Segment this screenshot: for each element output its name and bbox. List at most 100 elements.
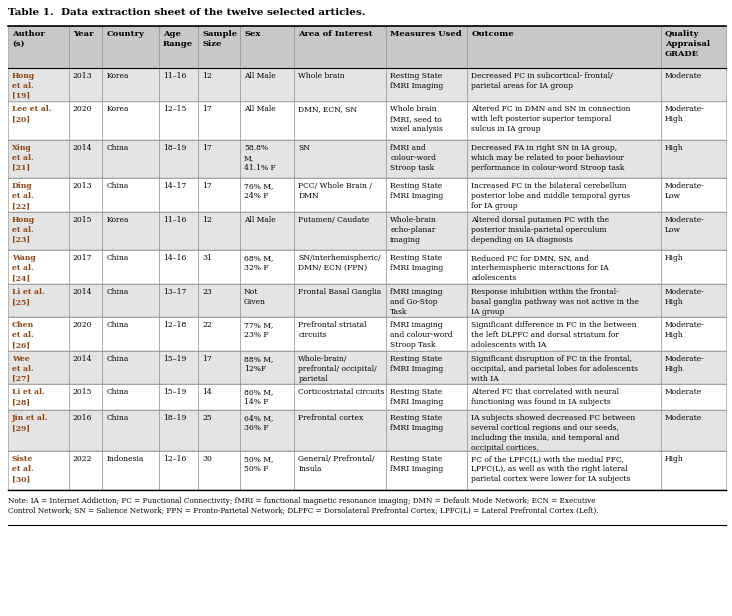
Bar bbox=[69, 212, 102, 251]
Text: 18–19: 18–19 bbox=[163, 144, 187, 152]
Text: 12: 12 bbox=[202, 216, 212, 224]
Bar bbox=[240, 251, 294, 284]
Bar bbox=[240, 452, 294, 490]
Text: High: High bbox=[665, 144, 684, 152]
Bar bbox=[8, 410, 69, 452]
Bar bbox=[198, 452, 240, 490]
Bar bbox=[294, 179, 386, 212]
Text: 2015: 2015 bbox=[73, 389, 92, 397]
Bar bbox=[8, 284, 69, 317]
Text: Indonesia: Indonesia bbox=[106, 455, 143, 463]
Bar bbox=[8, 452, 69, 490]
Text: 17: 17 bbox=[202, 182, 212, 190]
Bar bbox=[198, 26, 240, 68]
Bar bbox=[294, 317, 386, 351]
Text: 2013: 2013 bbox=[73, 72, 92, 80]
Bar bbox=[69, 384, 102, 410]
Bar bbox=[198, 102, 240, 140]
Bar bbox=[159, 384, 198, 410]
Bar bbox=[102, 284, 159, 317]
Text: Resting State
fMRI Imaging: Resting State fMRI Imaging bbox=[390, 182, 444, 200]
Bar bbox=[159, 212, 198, 251]
Text: Putamen/ Caudate: Putamen/ Caudate bbox=[299, 216, 370, 224]
Bar bbox=[294, 410, 386, 452]
Text: Age
Range: Age Range bbox=[163, 30, 193, 48]
Text: All Male: All Male bbox=[244, 105, 276, 113]
Text: 64% M,
36% F: 64% M, 36% F bbox=[244, 415, 274, 432]
Bar bbox=[661, 179, 726, 212]
Text: Resting State
fMRI Imaging: Resting State fMRI Imaging bbox=[390, 455, 444, 473]
Bar bbox=[467, 179, 661, 212]
Text: Prefrontal striatal
circuits: Prefrontal striatal circuits bbox=[299, 322, 367, 339]
Bar bbox=[159, 251, 198, 284]
Text: Quality
Appraisal
GRADE: Quality Appraisal GRADE bbox=[665, 30, 710, 58]
Bar bbox=[69, 140, 102, 179]
Bar bbox=[661, 251, 726, 284]
Bar bbox=[102, 317, 159, 351]
Text: fMRI imaging
and colour-word
Stroop Task: fMRI imaging and colour-word Stroop Task bbox=[390, 322, 453, 349]
Bar bbox=[240, 410, 294, 452]
Text: Prefrontal cortex: Prefrontal cortex bbox=[299, 415, 364, 423]
Bar bbox=[159, 102, 198, 140]
Text: 12–18: 12–18 bbox=[163, 322, 187, 330]
Bar bbox=[386, 284, 467, 317]
Text: Whole brain: Whole brain bbox=[299, 72, 345, 80]
Bar bbox=[102, 410, 159, 452]
Text: Wang
et al.
[24]: Wang et al. [24] bbox=[12, 254, 36, 282]
Text: 22: 22 bbox=[202, 322, 212, 330]
Text: 2014: 2014 bbox=[73, 355, 92, 363]
Text: Li et al.
[25]: Li et al. [25] bbox=[12, 288, 45, 306]
Text: 77% M,
23% F: 77% M, 23% F bbox=[244, 322, 274, 339]
Text: China: China bbox=[106, 389, 129, 397]
Bar bbox=[240, 179, 294, 212]
Text: Moderate: Moderate bbox=[665, 415, 702, 423]
Bar bbox=[386, 452, 467, 490]
Text: 88% M,
12%F: 88% M, 12%F bbox=[244, 355, 274, 373]
Text: fMRI and
colour-word
Stroop task: fMRI and colour-word Stroop task bbox=[390, 144, 436, 172]
Text: Whole brain
fMRI, seed to
voxel analysis: Whole brain fMRI, seed to voxel analysis bbox=[390, 105, 443, 133]
Text: 2020: 2020 bbox=[73, 105, 92, 113]
Text: 2014: 2014 bbox=[73, 144, 92, 152]
Bar bbox=[102, 351, 159, 384]
Bar bbox=[386, 140, 467, 179]
Text: 12–16: 12–16 bbox=[163, 455, 187, 463]
Text: 17: 17 bbox=[202, 105, 212, 113]
Bar bbox=[8, 179, 69, 212]
Bar bbox=[69, 284, 102, 317]
Text: Reduced FC for DMN, SN, and
interhemispheric interactions for IA
adolescents: Reduced FC for DMN, SN, and interhemisph… bbox=[471, 254, 609, 282]
Bar bbox=[69, 452, 102, 490]
Bar bbox=[198, 251, 240, 284]
Bar bbox=[198, 140, 240, 179]
Bar bbox=[294, 140, 386, 179]
Text: Author
(s): Author (s) bbox=[12, 30, 45, 48]
Bar bbox=[159, 179, 198, 212]
Bar bbox=[467, 212, 661, 251]
Text: FC of the LPFC(L) with the medial PFC,
LPFC(L), as well as with the right latera: FC of the LPFC(L) with the medial PFC, L… bbox=[471, 455, 630, 483]
Bar bbox=[198, 317, 240, 351]
Bar bbox=[8, 384, 69, 410]
Bar bbox=[69, 251, 102, 284]
Text: Measures Used: Measures Used bbox=[390, 30, 462, 38]
Bar bbox=[467, 384, 661, 410]
Text: Resting State
fMRI Imaging: Resting State fMRI Imaging bbox=[390, 254, 444, 272]
Text: China: China bbox=[106, 288, 129, 296]
Text: China: China bbox=[106, 322, 129, 330]
Text: Resting State
fMRI Imaging: Resting State fMRI Imaging bbox=[390, 415, 444, 432]
Text: China: China bbox=[106, 415, 129, 423]
Text: Siste
et al.
[30]: Siste et al. [30] bbox=[12, 455, 34, 483]
Bar bbox=[294, 212, 386, 251]
Bar bbox=[102, 212, 159, 251]
Bar bbox=[294, 284, 386, 317]
Bar bbox=[661, 102, 726, 140]
Text: 11–16: 11–16 bbox=[163, 216, 187, 224]
Bar bbox=[386, 212, 467, 251]
Text: Area of Interest: Area of Interest bbox=[299, 30, 373, 38]
Bar bbox=[159, 284, 198, 317]
Bar bbox=[102, 140, 159, 179]
Bar bbox=[69, 26, 102, 68]
Bar bbox=[159, 452, 198, 490]
Bar bbox=[240, 384, 294, 410]
Bar bbox=[8, 140, 69, 179]
Text: 18–19: 18–19 bbox=[163, 415, 187, 423]
Text: Resting State
fMRI Imaging: Resting State fMRI Imaging bbox=[390, 389, 444, 407]
